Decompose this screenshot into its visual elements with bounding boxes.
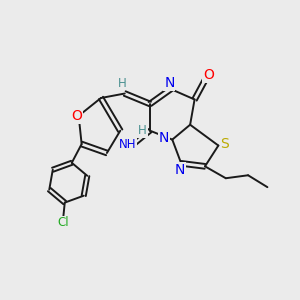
- Text: S: S: [220, 137, 229, 151]
- Text: N: N: [175, 163, 185, 177]
- Text: N: N: [164, 76, 175, 90]
- Text: O: O: [72, 109, 83, 123]
- Text: O: O: [203, 68, 214, 82]
- Text: Cl: Cl: [58, 216, 69, 229]
- Text: H: H: [138, 124, 147, 137]
- Text: H: H: [117, 76, 126, 90]
- Text: NH: NH: [119, 138, 136, 151]
- Text: N: N: [159, 131, 169, 145]
